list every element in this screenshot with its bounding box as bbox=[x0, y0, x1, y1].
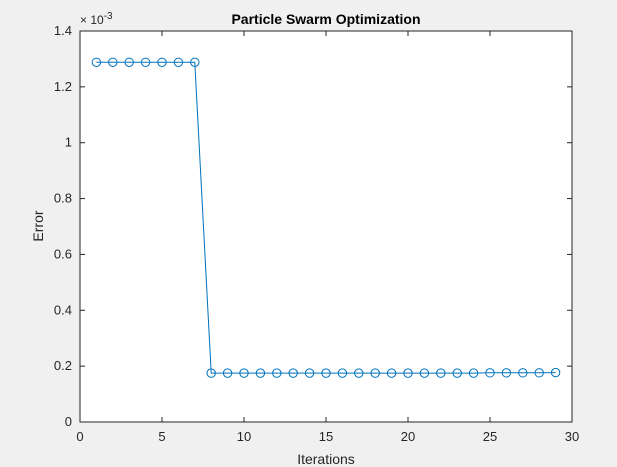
tick-marks bbox=[79, 30, 573, 423]
data-point bbox=[485, 368, 495, 378]
series-markers bbox=[91, 57, 561, 378]
y-exponent-label: × 10-3 bbox=[80, 11, 113, 27]
data-point bbox=[534, 368, 544, 378]
x-tick-labels: 0 5 10 15 20 25 30 bbox=[76, 429, 579, 444]
y-tick-label: 0.4 bbox=[54, 302, 72, 317]
series-line bbox=[96, 61, 556, 374]
y-tick-label: 1 bbox=[65, 135, 72, 150]
data-point bbox=[419, 368, 430, 378]
data-point bbox=[108, 57, 118, 67]
data-point bbox=[370, 368, 380, 378]
x-axis-label: Iterations bbox=[297, 451, 355, 467]
x-tick-label: 30 bbox=[565, 429, 579, 444]
data-point bbox=[288, 368, 298, 378]
data-point bbox=[91, 57, 102, 67]
plot-area bbox=[79, 30, 573, 423]
data-point bbox=[452, 368, 462, 378]
data-point bbox=[157, 57, 167, 67]
data-point bbox=[173, 57, 184, 67]
data-point bbox=[222, 368, 233, 378]
x-tick-label: 10 bbox=[237, 429, 251, 444]
x-tick-label: 0 bbox=[76, 429, 83, 444]
data-point bbox=[140, 57, 151, 67]
data-point bbox=[386, 368, 397, 378]
data-point bbox=[239, 368, 249, 378]
data-point bbox=[354, 368, 364, 378]
chart-title: Particle Swarm Optimization bbox=[231, 11, 420, 27]
y-exponent-power: -3 bbox=[104, 11, 113, 22]
data-point bbox=[190, 57, 200, 67]
data-point bbox=[255, 368, 266, 378]
data-point bbox=[518, 368, 528, 378]
y-tick-label: 0.6 bbox=[54, 246, 72, 261]
y-tick-label: 0 bbox=[65, 414, 72, 429]
data-point bbox=[403, 368, 413, 378]
data-point bbox=[206, 368, 216, 378]
data-point bbox=[436, 368, 446, 378]
y-tick-label: 1.4 bbox=[54, 23, 72, 38]
data-point bbox=[272, 368, 282, 378]
x-tick-label: 15 bbox=[319, 429, 333, 444]
x-tick-label: 25 bbox=[483, 429, 497, 444]
y-tick-label: 0.2 bbox=[54, 358, 72, 373]
y-tick-label: 0.8 bbox=[54, 191, 72, 206]
data-point bbox=[550, 367, 561, 378]
x-tick-label: 20 bbox=[401, 429, 415, 444]
y-tick-label: 1.2 bbox=[54, 79, 72, 94]
data-point bbox=[304, 368, 315, 378]
data-point bbox=[337, 368, 348, 378]
data-point bbox=[124, 57, 134, 67]
y-tick-labels: 0 0.2 0.4 0.6 0.8 1 1.2 1.4 bbox=[54, 23, 72, 429]
data-point bbox=[468, 368, 479, 378]
x-tick-label: 5 bbox=[158, 429, 165, 444]
data-point bbox=[321, 368, 331, 378]
y-axis-label: Error bbox=[30, 210, 46, 241]
data-point bbox=[501, 368, 512, 378]
y-exponent-base: × 10 bbox=[80, 13, 104, 27]
